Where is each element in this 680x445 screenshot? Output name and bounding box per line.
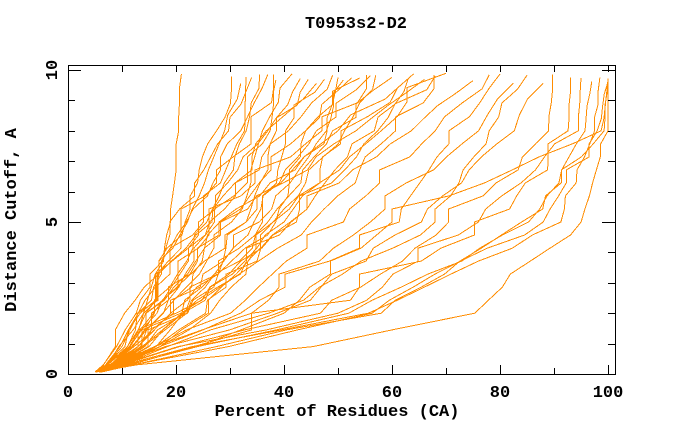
curve-model-07 — [96, 74, 269, 373]
curve-model-01 — [100, 73, 182, 373]
curve-model-02 — [95, 76, 232, 373]
curve-model-04 — [100, 76, 247, 373]
curve-model-42 — [98, 81, 609, 373]
x-tick-label: 40 — [274, 384, 294, 403]
curve-model-14 — [100, 78, 325, 373]
curve-model-18 — [97, 77, 360, 373]
x-tick-label: 100 — [593, 384, 624, 403]
curve-model-03 — [97, 83, 242, 373]
curve-model-13 — [96, 83, 317, 373]
chart-title: T0953s2-D2 — [305, 15, 407, 34]
y-tick-label: 5 — [44, 217, 63, 227]
curve-model-32 — [100, 75, 528, 373]
curve-model-30 — [101, 73, 501, 373]
curve-model-29 — [96, 74, 490, 373]
curve-model-40 — [98, 79, 609, 373]
curve-model-26 — [100, 72, 447, 373]
curve-model-10 — [100, 73, 293, 373]
curve-model-39 — [101, 79, 609, 373]
x-tick-label: 0 — [63, 384, 73, 403]
curve-model-35 — [100, 77, 572, 373]
curve-model-34 — [99, 74, 554, 373]
curve-model-21 — [101, 76, 393, 373]
curve-model-38 — [95, 77, 601, 373]
curve-model-15 — [98, 75, 334, 373]
y-axis-label: Distance Cutoff, A — [3, 127, 22, 311]
curve-model-09 — [97, 74, 275, 373]
y-tick-label: 0 — [44, 369, 63, 379]
curve-model-08 — [101, 79, 277, 373]
plot-border — [68, 65, 616, 375]
curve-model-33 — [97, 82, 544, 373]
curve-lines — [94, 72, 609, 373]
curve-model-24 — [95, 78, 425, 373]
x-tick-label: 80 — [490, 384, 510, 403]
curve-model-28 — [99, 80, 474, 373]
curve-model-19 — [100, 75, 371, 373]
curve-model-22 — [97, 82, 404, 373]
curve-model-43 — [97, 79, 344, 373]
x-tick-label: 60 — [382, 384, 402, 403]
curve-model-05 — [94, 77, 253, 373]
curve-model-16 — [95, 77, 339, 373]
curve-model-44 — [100, 75, 377, 373]
curve-model-37 — [99, 81, 593, 373]
curve-model-45 — [97, 78, 409, 373]
curve-model-25 — [99, 75, 436, 373]
curve-model-31 — [98, 82, 514, 373]
x-tick-label: 20 — [166, 384, 186, 403]
curve-model-23 — [100, 73, 414, 373]
x-axis-label: Percent of Residues (CA) — [215, 403, 460, 422]
curve-model-36 — [97, 77, 582, 373]
y-tick-label: 10 — [44, 60, 63, 80]
curve-model-20 — [96, 74, 367, 373]
axes: 0 20 40 60 80 100 0 5 10 — [44, 60, 623, 403]
curve-model-41 — [97, 78, 609, 373]
curve-model-27 — [97, 75, 435, 373]
